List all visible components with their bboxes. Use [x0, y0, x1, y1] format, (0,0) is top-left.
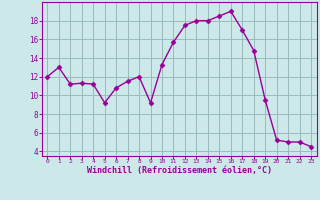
- X-axis label: Windchill (Refroidissement éolien,°C): Windchill (Refroidissement éolien,°C): [87, 166, 272, 175]
